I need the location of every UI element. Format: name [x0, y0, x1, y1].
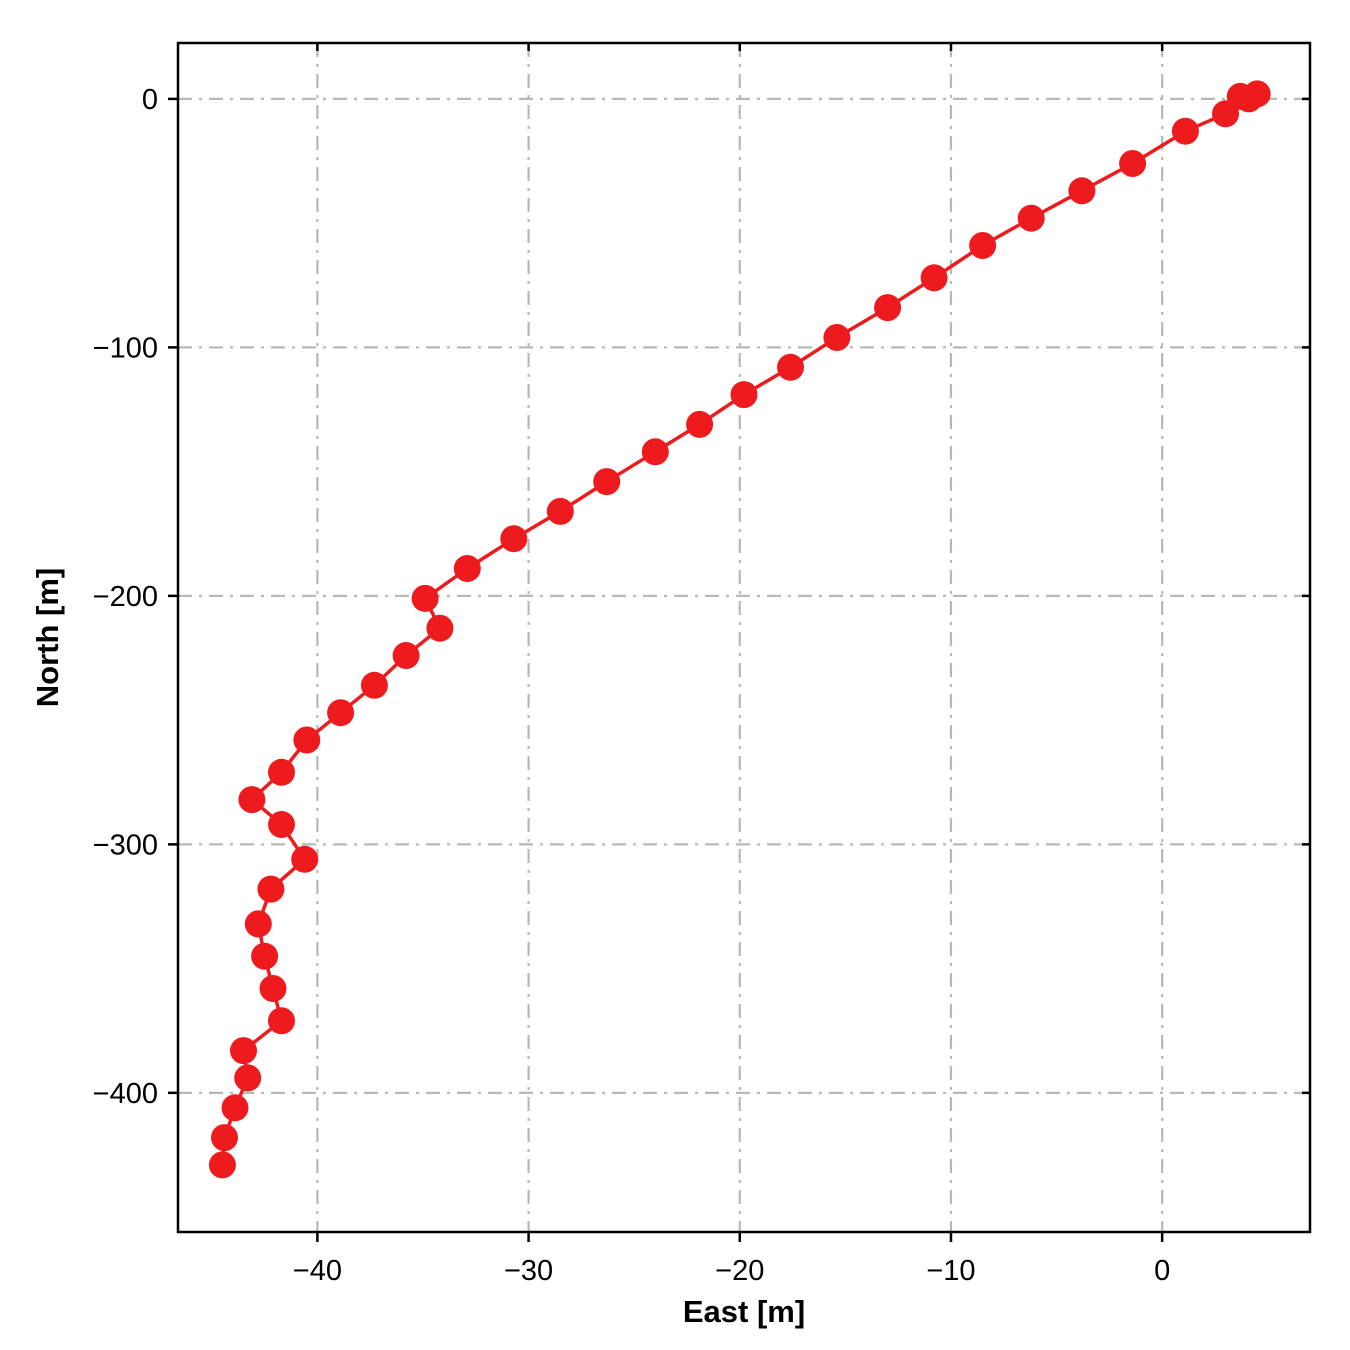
trajectory-line — [220, 92, 1259, 1167]
data-point — [411, 584, 439, 612]
data-point — [268, 1007, 295, 1035]
data-point — [360, 671, 388, 699]
y-tick-label: −100 — [93, 332, 158, 364]
data-point — [593, 468, 621, 496]
data-point — [257, 875, 285, 903]
y-tick-label: −400 — [93, 1078, 158, 1110]
data-point — [208, 1151, 236, 1179]
data-point — [546, 497, 574, 525]
data-point — [259, 975, 287, 1002]
data-point — [291, 845, 319, 873]
data-point — [293, 726, 321, 754]
data-point — [426, 614, 454, 642]
data-point — [327, 699, 355, 727]
data-point — [1212, 100, 1239, 128]
data-point — [453, 555, 481, 582]
data-point — [268, 811, 295, 838]
x-tick-label: −20 — [715, 1255, 764, 1287]
data-point — [686, 410, 714, 438]
data-point — [920, 264, 948, 292]
data-point — [221, 1094, 249, 1122]
data-point — [230, 1037, 257, 1065]
x-axis-label: East [m] — [683, 1294, 805, 1329]
data-point — [1068, 177, 1096, 205]
data-point — [500, 525, 528, 553]
data-point — [244, 910, 272, 938]
data-point — [234, 1064, 262, 1092]
x-tick-label: −30 — [504, 1255, 553, 1287]
x-tick-label: −40 — [293, 1255, 342, 1287]
data-point — [1119, 150, 1147, 177]
plot-border — [176, 41, 1312, 1234]
data-point — [1017, 204, 1045, 232]
x-tick-label: 0 — [1154, 1255, 1170, 1287]
axis-ticks: −40 −30 −20 −10 00−100−200−300−400 — [93, 43, 1310, 1287]
data-point — [777, 353, 804, 381]
data-point — [268, 758, 295, 786]
y-tick-label: 0 — [142, 84, 158, 116]
data-point — [1171, 117, 1199, 145]
y-axis-label: North [m] — [30, 568, 65, 707]
y-tick-label: −300 — [93, 829, 158, 861]
x-tick-label: −10 — [926, 1255, 975, 1287]
data-point — [238, 786, 266, 814]
series-trajectory — [208, 80, 1271, 1179]
gridlines — [178, 43, 1310, 1232]
data-point — [392, 642, 420, 669]
data-point — [211, 1124, 238, 1152]
data-point — [874, 294, 902, 322]
data-point — [251, 942, 279, 970]
data-point — [641, 438, 669, 466]
data-point — [823, 324, 851, 351]
y-tick-label: −200 — [93, 581, 158, 613]
data-point — [730, 381, 758, 409]
data-point — [969, 232, 997, 259]
